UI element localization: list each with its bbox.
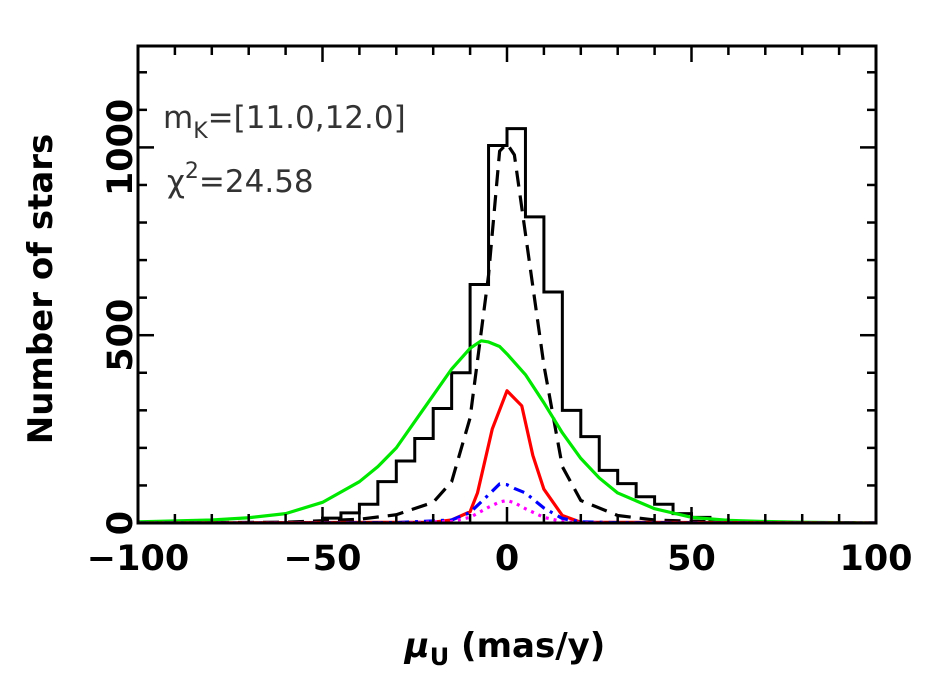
- y-tick-label: 1000: [101, 99, 141, 196]
- magnitude-annotation: mK=[11.0,12.0]: [163, 100, 406, 144]
- x-tick-label: −50: [283, 539, 361, 579]
- chi-squared-annotation: χ2=24.58: [167, 159, 314, 200]
- series-dashed-0: [138, 142, 876, 523]
- x-axis-title: μU (mas/y): [404, 626, 606, 671]
- x-tick-label: 100: [839, 539, 912, 579]
- series-solid-1: [138, 339, 876, 523]
- x-tick-label: 0: [495, 539, 519, 579]
- axis-ticks: [136, 46, 878, 525]
- y-tick-label: 500: [101, 299, 141, 372]
- y-axis-title: Number of stars: [21, 134, 61, 445]
- series-dotted-4: [138, 498, 876, 523]
- x-tick-label: 50: [667, 539, 716, 579]
- series-dashdot-3: [138, 482, 876, 523]
- x-tick-label: −100: [87, 539, 189, 579]
- y-tick-label: 0: [101, 511, 141, 535]
- series-solid-2: [138, 389, 876, 523]
